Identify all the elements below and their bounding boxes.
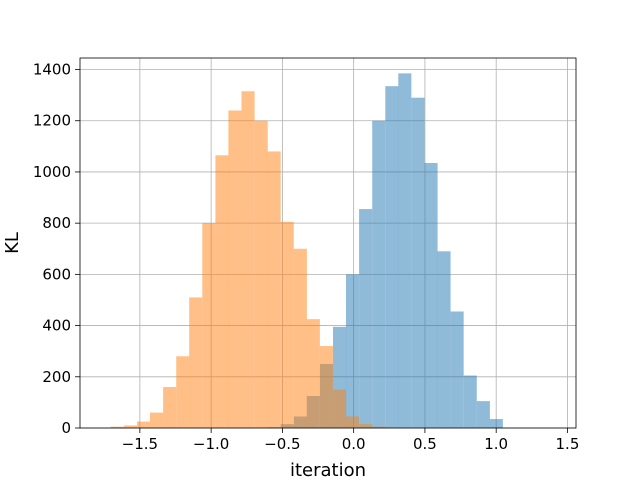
histogram-bar-series-2 bbox=[228, 110, 242, 429]
histogram-bar-series-2 bbox=[123, 425, 137, 428]
histogram-bar-series-2 bbox=[345, 416, 360, 428]
y-tick-label: 200 bbox=[42, 368, 71, 386]
histogram-bar-series-2 bbox=[254, 120, 268, 428]
histogram-bar-series-2 bbox=[319, 346, 333, 428]
histogram-bar-series-1 bbox=[385, 86, 399, 429]
histogram-bar-series-1 bbox=[424, 162, 438, 428]
y-axis-label: KL bbox=[2, 232, 23, 254]
histogram-bar-series-2 bbox=[110, 426, 124, 428]
histogram-bar-series-1 bbox=[489, 419, 503, 428]
histogram-bar-series-2 bbox=[293, 248, 307, 428]
y-tick-label: 1000 bbox=[33, 163, 71, 181]
histogram-bar-series-2 bbox=[189, 297, 203, 428]
histogram-bar-series-1 bbox=[437, 251, 451, 428]
x-tick-label: 1.0 bbox=[484, 435, 508, 453]
histogram-bar-series-2 bbox=[280, 221, 294, 428]
histogram-bar-series-2 bbox=[150, 412, 164, 428]
y-tick-label: 400 bbox=[42, 317, 71, 335]
x-tick-label: 0.5 bbox=[413, 435, 437, 453]
histogram-bar-series-1 bbox=[411, 97, 425, 428]
y-tick-label: 0 bbox=[61, 419, 71, 437]
histogram-bar-series-2 bbox=[267, 151, 281, 428]
histogram-bars bbox=[110, 73, 503, 429]
x-tick-label: −1.0 bbox=[193, 435, 229, 453]
histogram-bar-series-2 bbox=[333, 389, 347, 428]
x-axis-label: iteration bbox=[290, 460, 366, 480]
x-tick-label: 0.0 bbox=[342, 435, 366, 453]
histogram-bar-series-2 bbox=[306, 319, 320, 428]
y-tick-label: 800 bbox=[42, 214, 71, 232]
histogram-bar-series-2 bbox=[176, 356, 190, 428]
x-tick-label: 1.5 bbox=[556, 435, 580, 453]
histogram-bar-series-2 bbox=[372, 426, 386, 428]
histogram-bar-series-1 bbox=[372, 120, 386, 428]
histogram-bar-series-2 bbox=[215, 155, 229, 429]
histogram-bar-series-1 bbox=[359, 209, 373, 428]
histogram-bar-series-1 bbox=[345, 274, 360, 428]
histogram-bar-series-2 bbox=[137, 421, 151, 428]
histogram-bar-series-2 bbox=[202, 223, 216, 428]
x-axis-ticks: −1.5 −1.0 −0.5 0.0 0.5 1.0 1.5 bbox=[122, 428, 580, 453]
histogram-bar-series-2 bbox=[359, 424, 373, 428]
x-tick-label: −1.5 bbox=[122, 435, 158, 453]
histogram-bar-series-2 bbox=[163, 387, 177, 428]
y-tick-label: 600 bbox=[42, 265, 71, 283]
y-tick-label: 1200 bbox=[33, 112, 71, 130]
y-tick-label: 1400 bbox=[33, 61, 71, 79]
histogram-bar-series-1 bbox=[398, 73, 412, 429]
y-axis-ticks: 0 200 400 600 800 1000 1200 1400 bbox=[33, 61, 80, 437]
histogram-bar-series-1 bbox=[476, 401, 490, 428]
histogram-bar-series-2 bbox=[241, 91, 255, 428]
plot-frame bbox=[79, 57, 577, 429]
histogram-bar-series-1 bbox=[450, 311, 464, 428]
histogram-bar-series-1 bbox=[463, 375, 477, 428]
x-tick-label: −0.5 bbox=[264, 435, 300, 453]
